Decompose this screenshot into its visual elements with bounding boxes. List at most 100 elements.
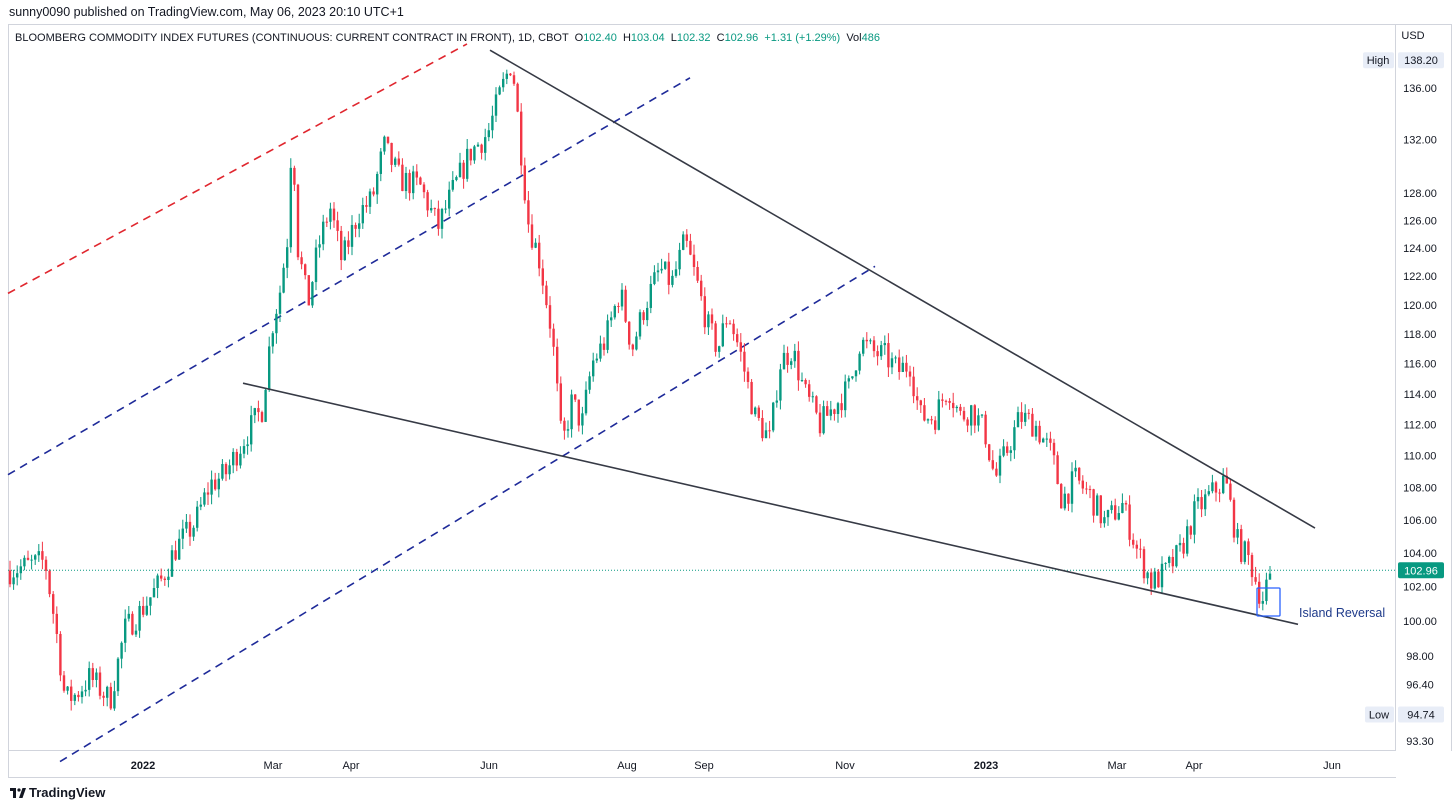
candle-body: [80, 691, 84, 698]
last-price-tag: [1398, 562, 1444, 579]
candle-body: [977, 415, 980, 426]
currency-label: USD: [1401, 30, 1424, 42]
candle-body: [998, 455, 1002, 476]
candle-body: [1178, 542, 1182, 546]
candle-body: [185, 521, 188, 529]
legend-low: L102.32: [670, 32, 711, 44]
candle-body: [1088, 489, 1092, 491]
candle-body: [1049, 438, 1052, 443]
candle-body: [1189, 526, 1192, 535]
candle-body: [41, 551, 44, 560]
publish-info: sunny0090 published on TradingView.com, …: [9, 5, 404, 19]
candle-body: [196, 506, 199, 528]
candle-body: [487, 130, 490, 138]
candle-body: [991, 460, 994, 469]
candle-body: [1042, 438, 1045, 443]
candle-body: [847, 378, 850, 382]
candle-body: [188, 521, 192, 537]
candle-body: [851, 376, 854, 379]
candle-body: [152, 587, 156, 598]
high-value-tag: [1398, 52, 1444, 69]
legend-high: H103.04: [622, 32, 665, 44]
candle-body: [1009, 450, 1012, 453]
candle-body: [592, 360, 595, 377]
candle-body: [1099, 495, 1102, 524]
candle-body: [1153, 571, 1156, 589]
candle-body: [127, 613, 130, 619]
candle-body: [257, 408, 260, 413]
candle-body: [178, 538, 181, 560]
candle-body: [365, 205, 368, 207]
low-tag: [1365, 706, 1394, 723]
candle-body: [1250, 555, 1254, 578]
candle-body: [311, 282, 314, 306]
candle-body: [512, 75, 516, 84]
candle-body: [872, 340, 876, 352]
chart-pane[interactable]: [8, 24, 1396, 751]
candle-body: [430, 208, 433, 211]
candle-body: [970, 405, 973, 426]
candle-body: [894, 357, 897, 359]
candle-body: [59, 633, 62, 676]
candle-body: [73, 694, 76, 701]
y-tick-label: 96.40: [1406, 679, 1434, 691]
trendline-lower-wedge: [242, 382, 1299, 626]
candle-body: [415, 171, 418, 178]
tradingview-branding[interactable]: TradingView: [10, 785, 105, 800]
candle-body: [1124, 503, 1128, 505]
candle-body: [440, 208, 444, 229]
candle-body: [1236, 529, 1239, 538]
candle-body: [858, 353, 861, 371]
legend-symbol: BLOOMBERG COMMODITY INDEX FUTURES (CONTI…: [15, 32, 569, 44]
candle-body: [800, 380, 804, 382]
candle-body: [458, 162, 462, 178]
candle-body: [325, 221, 328, 223]
candle-body: [106, 686, 109, 698]
y-tick-label: 120.00: [1403, 300, 1437, 312]
candle-body: [797, 350, 800, 381]
y-tick-label: 122.00: [1403, 271, 1437, 283]
high-label: High: [1367, 55, 1390, 67]
candle-body: [926, 419, 930, 421]
candle-body: [296, 184, 300, 258]
candle-body: [844, 381, 847, 411]
candle-body: [304, 264, 307, 276]
candle-body: [84, 689, 87, 692]
candle-body: [1031, 413, 1034, 437]
candle-body: [919, 400, 922, 406]
candle-body: [48, 570, 51, 595]
candle-body: [840, 403, 843, 411]
candle-body: [52, 594, 55, 614]
candle-body: [757, 407, 760, 418]
low-value: 94.74: [1407, 709, 1435, 721]
candle-body: [1196, 497, 1200, 502]
candle-body: [743, 351, 746, 372]
candle-body: [289, 167, 292, 248]
y-tick-label: 106.00: [1403, 515, 1437, 527]
y-tick-label: 110.00: [1404, 451, 1437, 463]
candle-body: [1243, 541, 1246, 562]
candle-body: [246, 444, 249, 447]
candle-body: [865, 339, 868, 342]
candle-body: [214, 479, 217, 490]
price-axis-panel[interactable]: [1395, 24, 1452, 751]
candle-body: [836, 403, 840, 414]
candle-body: [624, 289, 627, 322]
candle-body: [678, 249, 681, 270]
candle-body: [1254, 577, 1257, 582]
y-tick-label: 118.00: [1404, 329, 1437, 341]
candle-body: [37, 551, 40, 556]
candle-body: [1164, 562, 1167, 564]
candle-body: [912, 376, 915, 397]
low-value-tag: [1398, 706, 1444, 723]
candle-body: [113, 691, 116, 709]
candle-body: [595, 358, 598, 361]
candle-body: [383, 136, 386, 152]
candle-body: [862, 339, 865, 354]
time-axis-panel[interactable]: [8, 751, 1396, 778]
candle-body: [570, 394, 573, 430]
candle-body: [786, 352, 789, 365]
candle-body: [314, 247, 318, 283]
candle-body: [134, 630, 138, 635]
